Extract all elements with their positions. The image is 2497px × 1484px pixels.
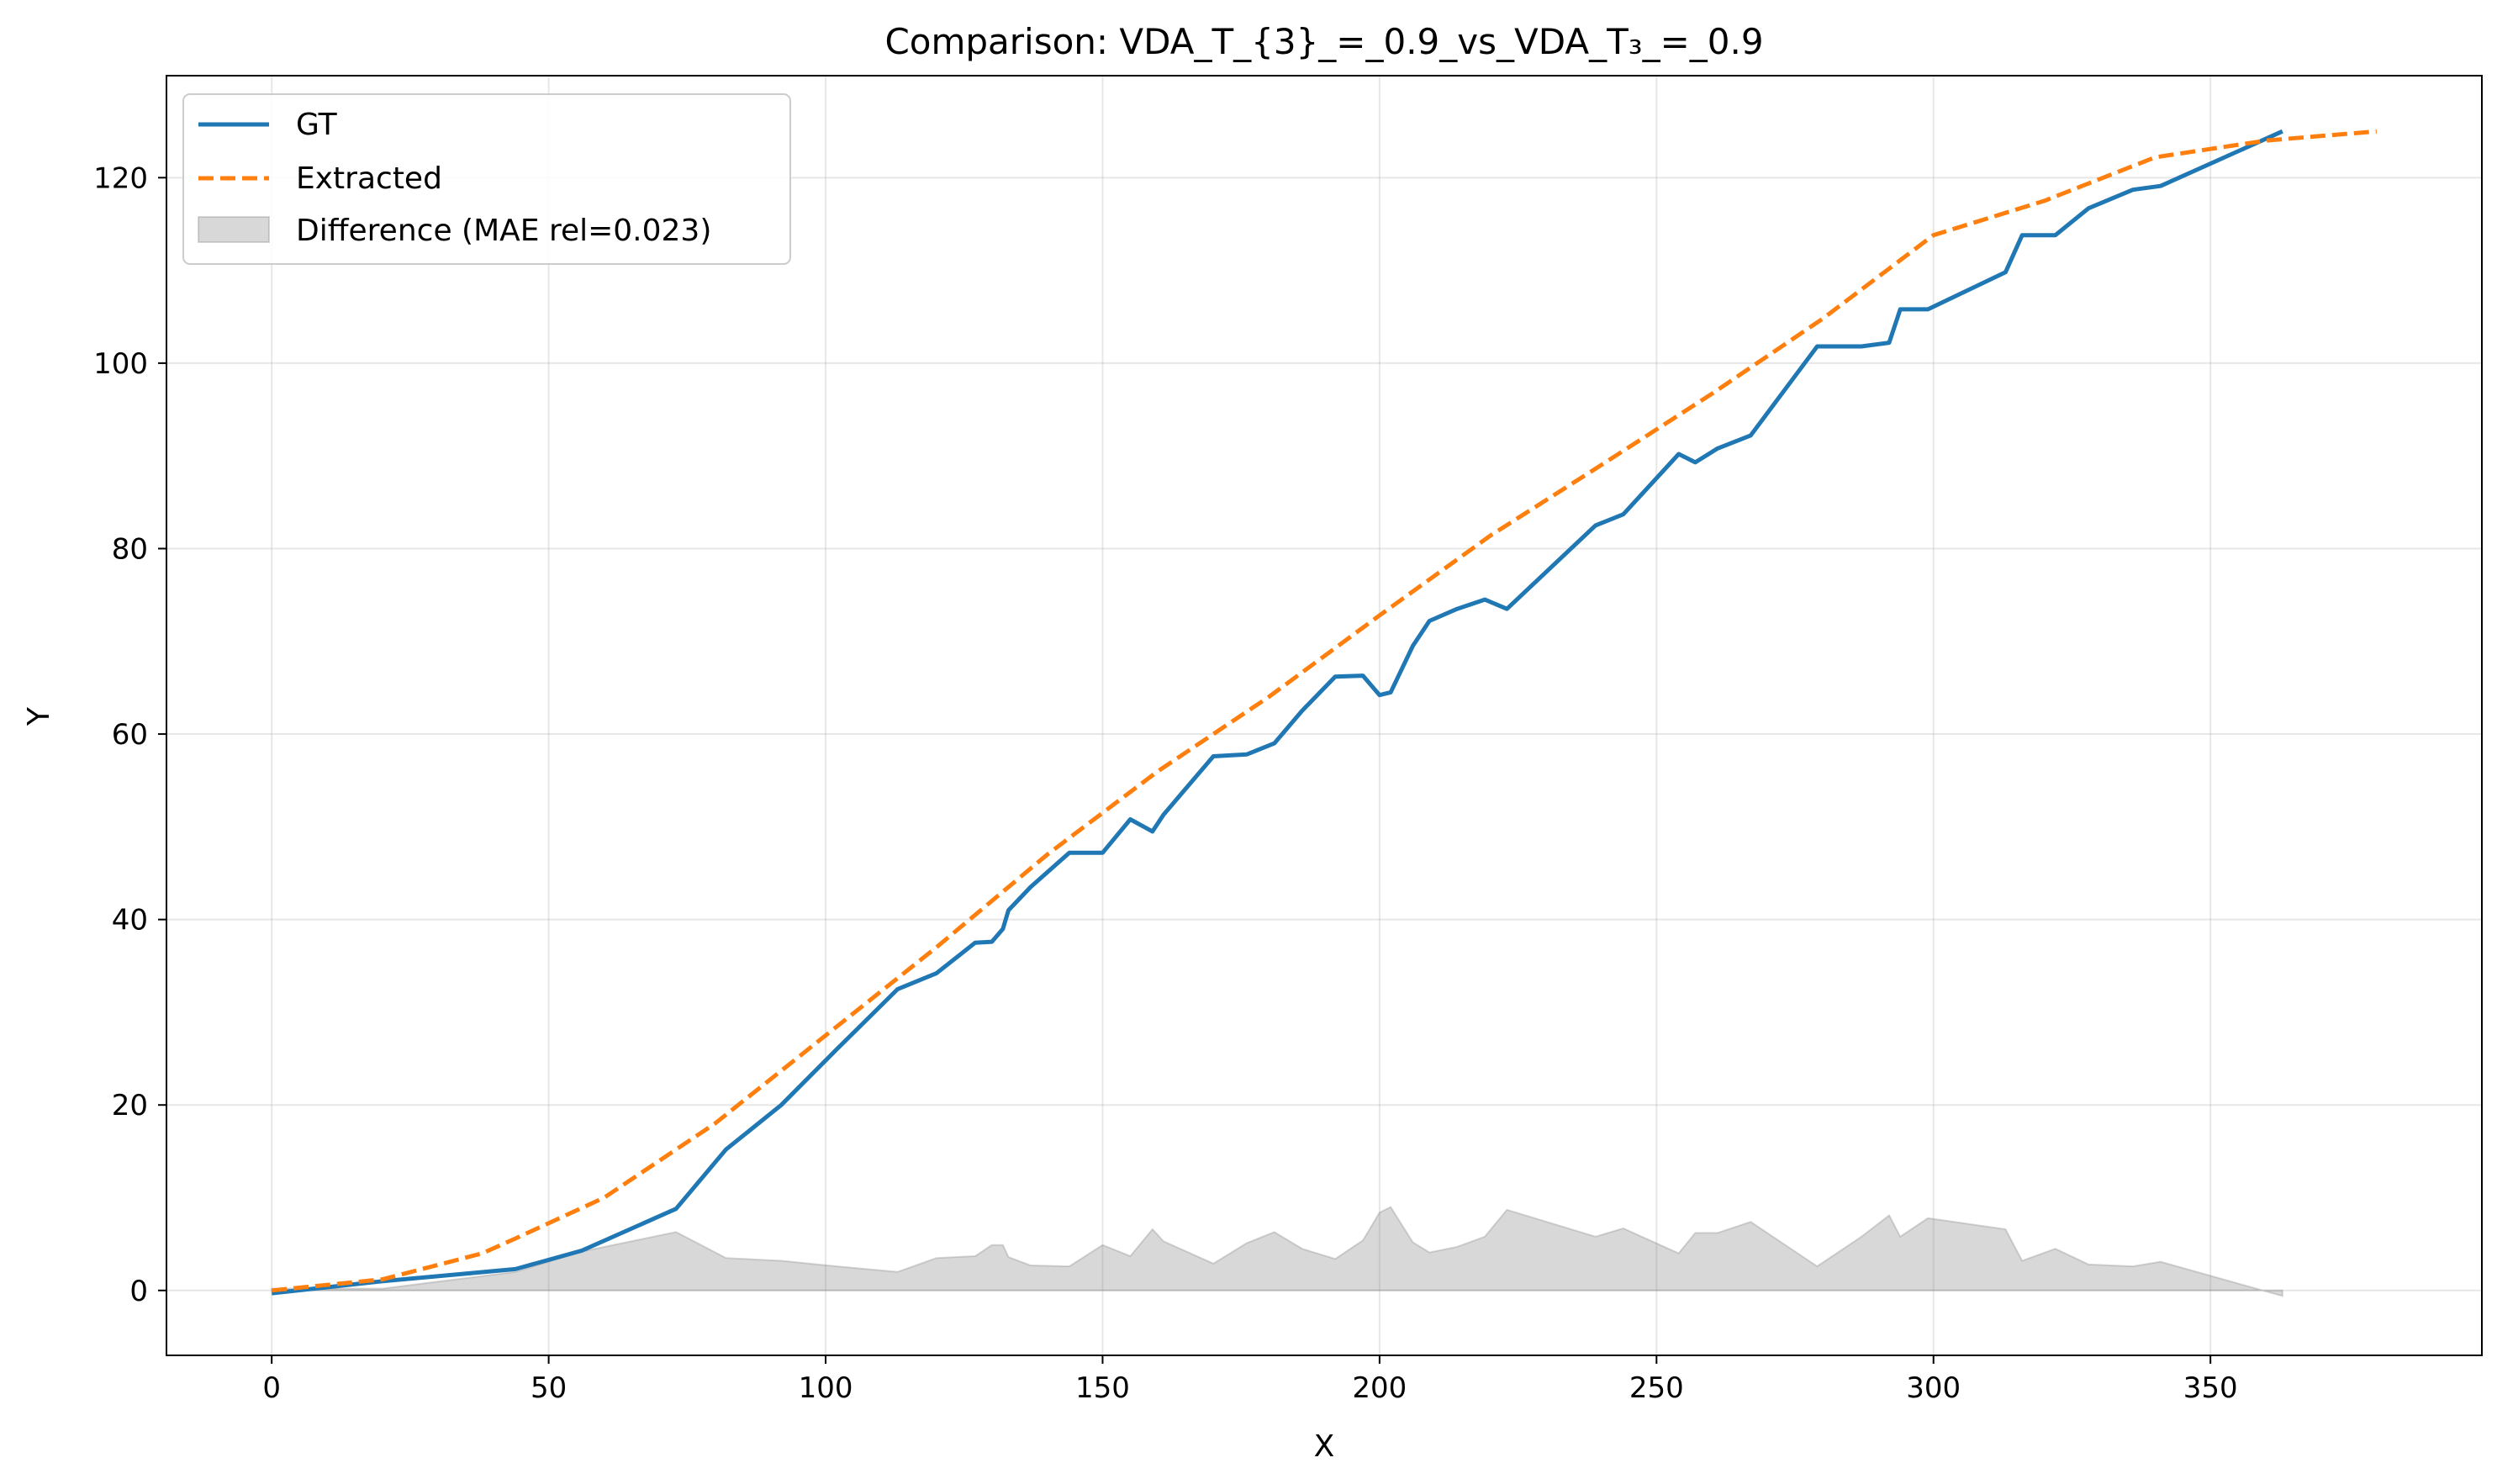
legend-gt-label: GT — [296, 108, 338, 142]
x-tick-label: 150 — [1075, 1371, 1130, 1405]
y-tick-label: 20 — [112, 1089, 148, 1122]
x-tick-label: 300 — [1906, 1371, 1961, 1405]
x-tick-label: 0 — [262, 1371, 281, 1405]
grid — [166, 76, 2482, 1355]
y-tick-label: 120 — [93, 161, 148, 195]
y-tick-label: 100 — [93, 347, 148, 381]
legend-box — [182, 93, 791, 265]
series-layer — [271, 129, 2378, 1296]
difference-area — [271, 1206, 2283, 1297]
difference-fill — [271, 1206, 2283, 1297]
series-line-extracted — [271, 129, 2378, 1293]
legend: GT Extracted Difference (MAE rel=0.023) — [182, 93, 791, 265]
legend-difference-label: Difference (MAE rel=0.023) — [296, 214, 711, 248]
plot-frame — [166, 75, 2483, 1356]
y-tick-label: 60 — [112, 718, 148, 752]
y-axis: 0 20 40 60 80 100 120 — [93, 161, 166, 1308]
x-tick-label: 250 — [1629, 1371, 1684, 1405]
series-line-gt — [271, 129, 2283, 1296]
x-axis: 0 50 100 150 200 250 300 350 — [262, 1355, 2238, 1405]
y-tick-label: 80 — [112, 532, 148, 566]
x-tick-label: 350 — [2183, 1371, 2238, 1405]
chart-title: Comparison: VDA_T_{3}_=_0.9_vs_VDA_T₃_=_… — [884, 21, 1763, 62]
x-tick-label: 50 — [531, 1371, 567, 1405]
x-tick-label: 200 — [1352, 1371, 1407, 1405]
x-axis-label: X — [1314, 1429, 1335, 1464]
legend-difference-swatch — [198, 216, 270, 243]
legend-extracted-label: Extracted — [296, 161, 442, 196]
y-tick-label: 40 — [112, 904, 148, 937]
y-tick-label: 0 — [129, 1275, 148, 1308]
x-tick-label: 100 — [799, 1371, 853, 1405]
y-axis-label: Y — [22, 706, 56, 726]
